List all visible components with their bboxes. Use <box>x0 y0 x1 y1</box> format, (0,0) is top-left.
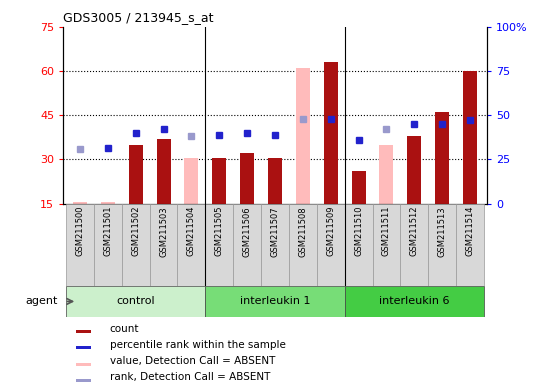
Bar <box>122 204 150 286</box>
Text: control: control <box>117 296 155 306</box>
Text: GSM211511: GSM211511 <box>382 206 391 257</box>
Bar <box>205 204 233 286</box>
Bar <box>205 286 345 317</box>
Text: count: count <box>110 323 139 334</box>
Bar <box>240 154 254 204</box>
Bar <box>372 204 400 286</box>
Bar <box>233 204 261 286</box>
Bar <box>129 145 142 204</box>
Text: GSM211510: GSM211510 <box>354 206 363 257</box>
Text: GSM211506: GSM211506 <box>243 206 252 257</box>
Bar <box>435 112 449 204</box>
Bar <box>76 362 91 366</box>
Bar <box>184 158 199 204</box>
Bar <box>268 158 282 204</box>
Bar <box>351 171 366 204</box>
Bar <box>317 204 345 286</box>
Bar <box>261 204 289 286</box>
Bar <box>76 379 91 382</box>
Bar <box>428 204 456 286</box>
Bar <box>289 204 317 286</box>
Bar <box>212 158 226 204</box>
Text: rank, Detection Call = ABSENT: rank, Detection Call = ABSENT <box>110 372 270 382</box>
Text: GSM211507: GSM211507 <box>271 206 279 257</box>
Bar <box>345 286 484 317</box>
Text: GSM211501: GSM211501 <box>103 206 112 257</box>
Bar <box>456 204 484 286</box>
Bar <box>408 136 421 204</box>
Text: GSM211504: GSM211504 <box>187 206 196 257</box>
Bar <box>94 204 122 286</box>
Text: agent: agent <box>25 296 58 306</box>
Bar <box>150 204 178 286</box>
Bar <box>463 71 477 204</box>
Bar <box>101 202 115 204</box>
Bar <box>66 204 94 286</box>
Text: GSM211503: GSM211503 <box>159 206 168 257</box>
Bar <box>66 286 205 317</box>
Text: GSM211508: GSM211508 <box>298 206 307 257</box>
Bar <box>400 204 428 286</box>
Text: GSM211500: GSM211500 <box>75 206 85 257</box>
Text: GSM211513: GSM211513 <box>438 206 447 257</box>
Text: GSM211509: GSM211509 <box>326 206 335 257</box>
Text: GDS3005 / 213945_s_at: GDS3005 / 213945_s_at <box>63 11 214 24</box>
Bar <box>178 204 205 286</box>
Text: interleukin 1: interleukin 1 <box>240 296 310 306</box>
Bar <box>324 62 338 204</box>
Text: GSM211505: GSM211505 <box>215 206 224 257</box>
Bar <box>345 204 372 286</box>
Text: value, Detection Call = ABSENT: value, Detection Call = ABSENT <box>110 356 275 366</box>
Bar <box>379 145 393 204</box>
Bar <box>157 139 170 204</box>
Bar <box>296 68 310 204</box>
Bar <box>73 202 87 204</box>
Text: GSM211512: GSM211512 <box>410 206 419 257</box>
Bar <box>76 330 91 333</box>
Text: percentile rank within the sample: percentile rank within the sample <box>110 340 285 350</box>
Text: interleukin 6: interleukin 6 <box>379 296 449 306</box>
Text: GSM211514: GSM211514 <box>465 206 475 257</box>
Bar <box>76 346 91 349</box>
Text: GSM211502: GSM211502 <box>131 206 140 257</box>
